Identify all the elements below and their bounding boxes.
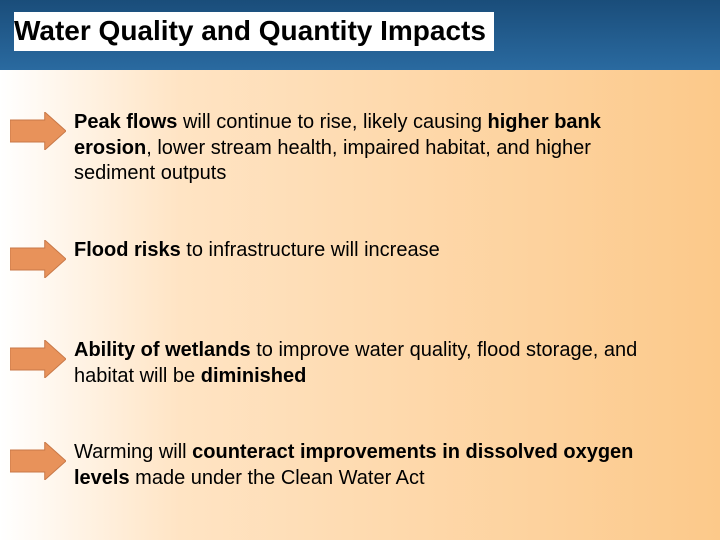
- slide-title: Water Quality and Quantity Impacts: [14, 12, 494, 51]
- bold-text-run: Peak flows: [74, 111, 177, 133]
- arrow-icon: [10, 442, 66, 480]
- bullet-row: Ability of wetlands to improve water qua…: [10, 338, 641, 389]
- text-run: made under the Clean Water Act: [130, 467, 425, 489]
- bullet-row: Peak flows will continue to rise, likely…: [10, 110, 641, 187]
- bold-text-run: diminished: [201, 365, 307, 387]
- text-run: , lower stream health, impaired habitat,…: [74, 137, 591, 185]
- arrow-icon: [10, 112, 66, 150]
- bullet-text: Flood risks to infrastructure will incre…: [66, 238, 440, 264]
- bullet-row: Flood risks to infrastructure will incre…: [10, 238, 440, 278]
- text-run: Warming will: [74, 441, 192, 463]
- arrow-icon: [10, 240, 66, 278]
- text-run: will continue to rise, likely causing: [177, 111, 487, 133]
- bullet-text: Ability of wetlands to improve water qua…: [66, 338, 641, 389]
- text-run: to infrastructure will increase: [181, 239, 440, 261]
- bold-text-run: Ability of wetlands: [74, 339, 251, 361]
- title-bar: Water Quality and Quantity Impacts: [0, 0, 720, 70]
- content-area: Peak flows will continue to rise, likely…: [0, 70, 720, 540]
- bullet-row: Warming will counteract improvements in …: [10, 440, 641, 491]
- bold-text-run: Flood risks: [74, 239, 181, 261]
- bullet-text: Warming will counteract improvements in …: [66, 440, 641, 491]
- bullet-text: Peak flows will continue to rise, likely…: [66, 110, 641, 187]
- slide: Water Quality and Quantity Impacts Peak …: [0, 0, 720, 540]
- arrow-icon: [10, 340, 66, 378]
